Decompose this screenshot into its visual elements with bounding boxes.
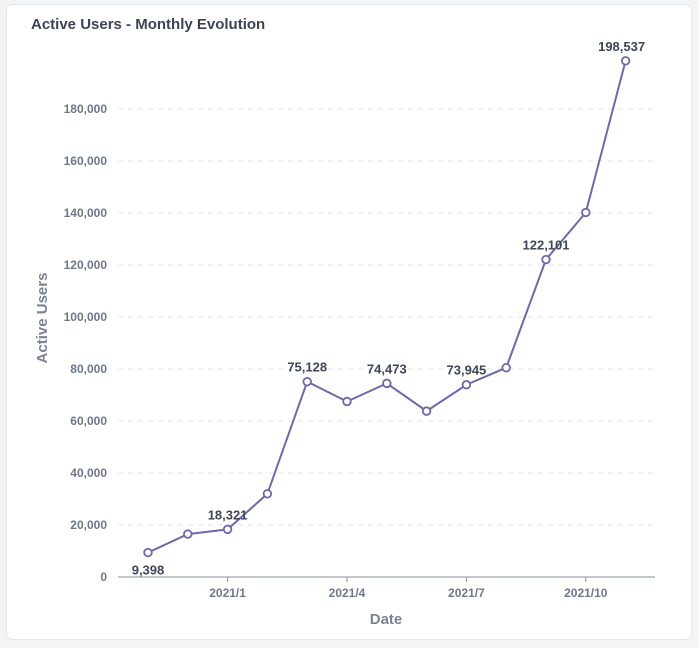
x-tick-label: 2021/1 <box>209 586 246 600</box>
data-label: 9,398 <box>132 563 165 578</box>
data-point <box>302 376 312 387</box>
chart-card: Active Users - Monthly Evolution <box>6 4 692 640</box>
data-labels: 9,398 18,321 75,128 74,473 73,945 122,101 198,… <box>132 39 645 578</box>
data-point <box>183 529 193 539</box>
x-tick-label: 2021/7 <box>448 586 485 600</box>
data-point <box>342 396 352 407</box>
y-tick-label: 20,000 <box>70 518 107 532</box>
x-tick-label: 2021/4 <box>329 586 366 600</box>
data-point <box>461 380 472 390</box>
x-tick-label: 2021/10 <box>564 586 608 600</box>
data-label: 18,321 <box>208 507 248 522</box>
x-tick-labels: 2021/1 2021/4 2021/7 2021/10 <box>209 577 608 600</box>
data-label: 73,945 <box>447 363 487 378</box>
y-tick-label: 160,000 <box>64 154 108 168</box>
y-axis-title: Active Users <box>34 273 51 364</box>
data-label: 75,128 <box>287 360 327 375</box>
data-point <box>382 378 392 389</box>
data-point <box>541 254 551 265</box>
x-axis-title: Date <box>370 611 403 628</box>
chart-title: Active Users - Monthly Evolution <box>31 16 266 33</box>
gridlines <box>118 108 655 526</box>
y-tick-label: 60,000 <box>70 414 107 428</box>
data-label: 198,537 <box>598 39 645 54</box>
data-label: 74,473 <box>367 361 407 376</box>
data-point <box>421 406 432 416</box>
y-tick-label: 180,000 <box>64 102 108 116</box>
y-tick-labels: 0 20,000 40,000 60,000 80,000 100,000 120,000 1… <box>64 102 108 584</box>
y-tick-label: 140,000 <box>64 206 108 220</box>
data-label: 122,101 <box>523 238 570 253</box>
y-tick-label: 80,000 <box>70 362 107 376</box>
y-tick-label: 40,000 <box>70 466 107 480</box>
data-points <box>143 56 631 558</box>
data-point <box>501 363 511 373</box>
y-tick-label: 0 <box>100 570 107 584</box>
data-point <box>222 524 233 535</box>
data-point <box>581 207 591 218</box>
data-point <box>262 489 273 499</box>
y-tick-label: 100,000 <box>64 310 108 324</box>
y-tick-label: 120,000 <box>64 258 108 272</box>
data-point <box>620 56 631 66</box>
data-point <box>143 547 153 558</box>
series-line <box>147 60 627 554</box>
